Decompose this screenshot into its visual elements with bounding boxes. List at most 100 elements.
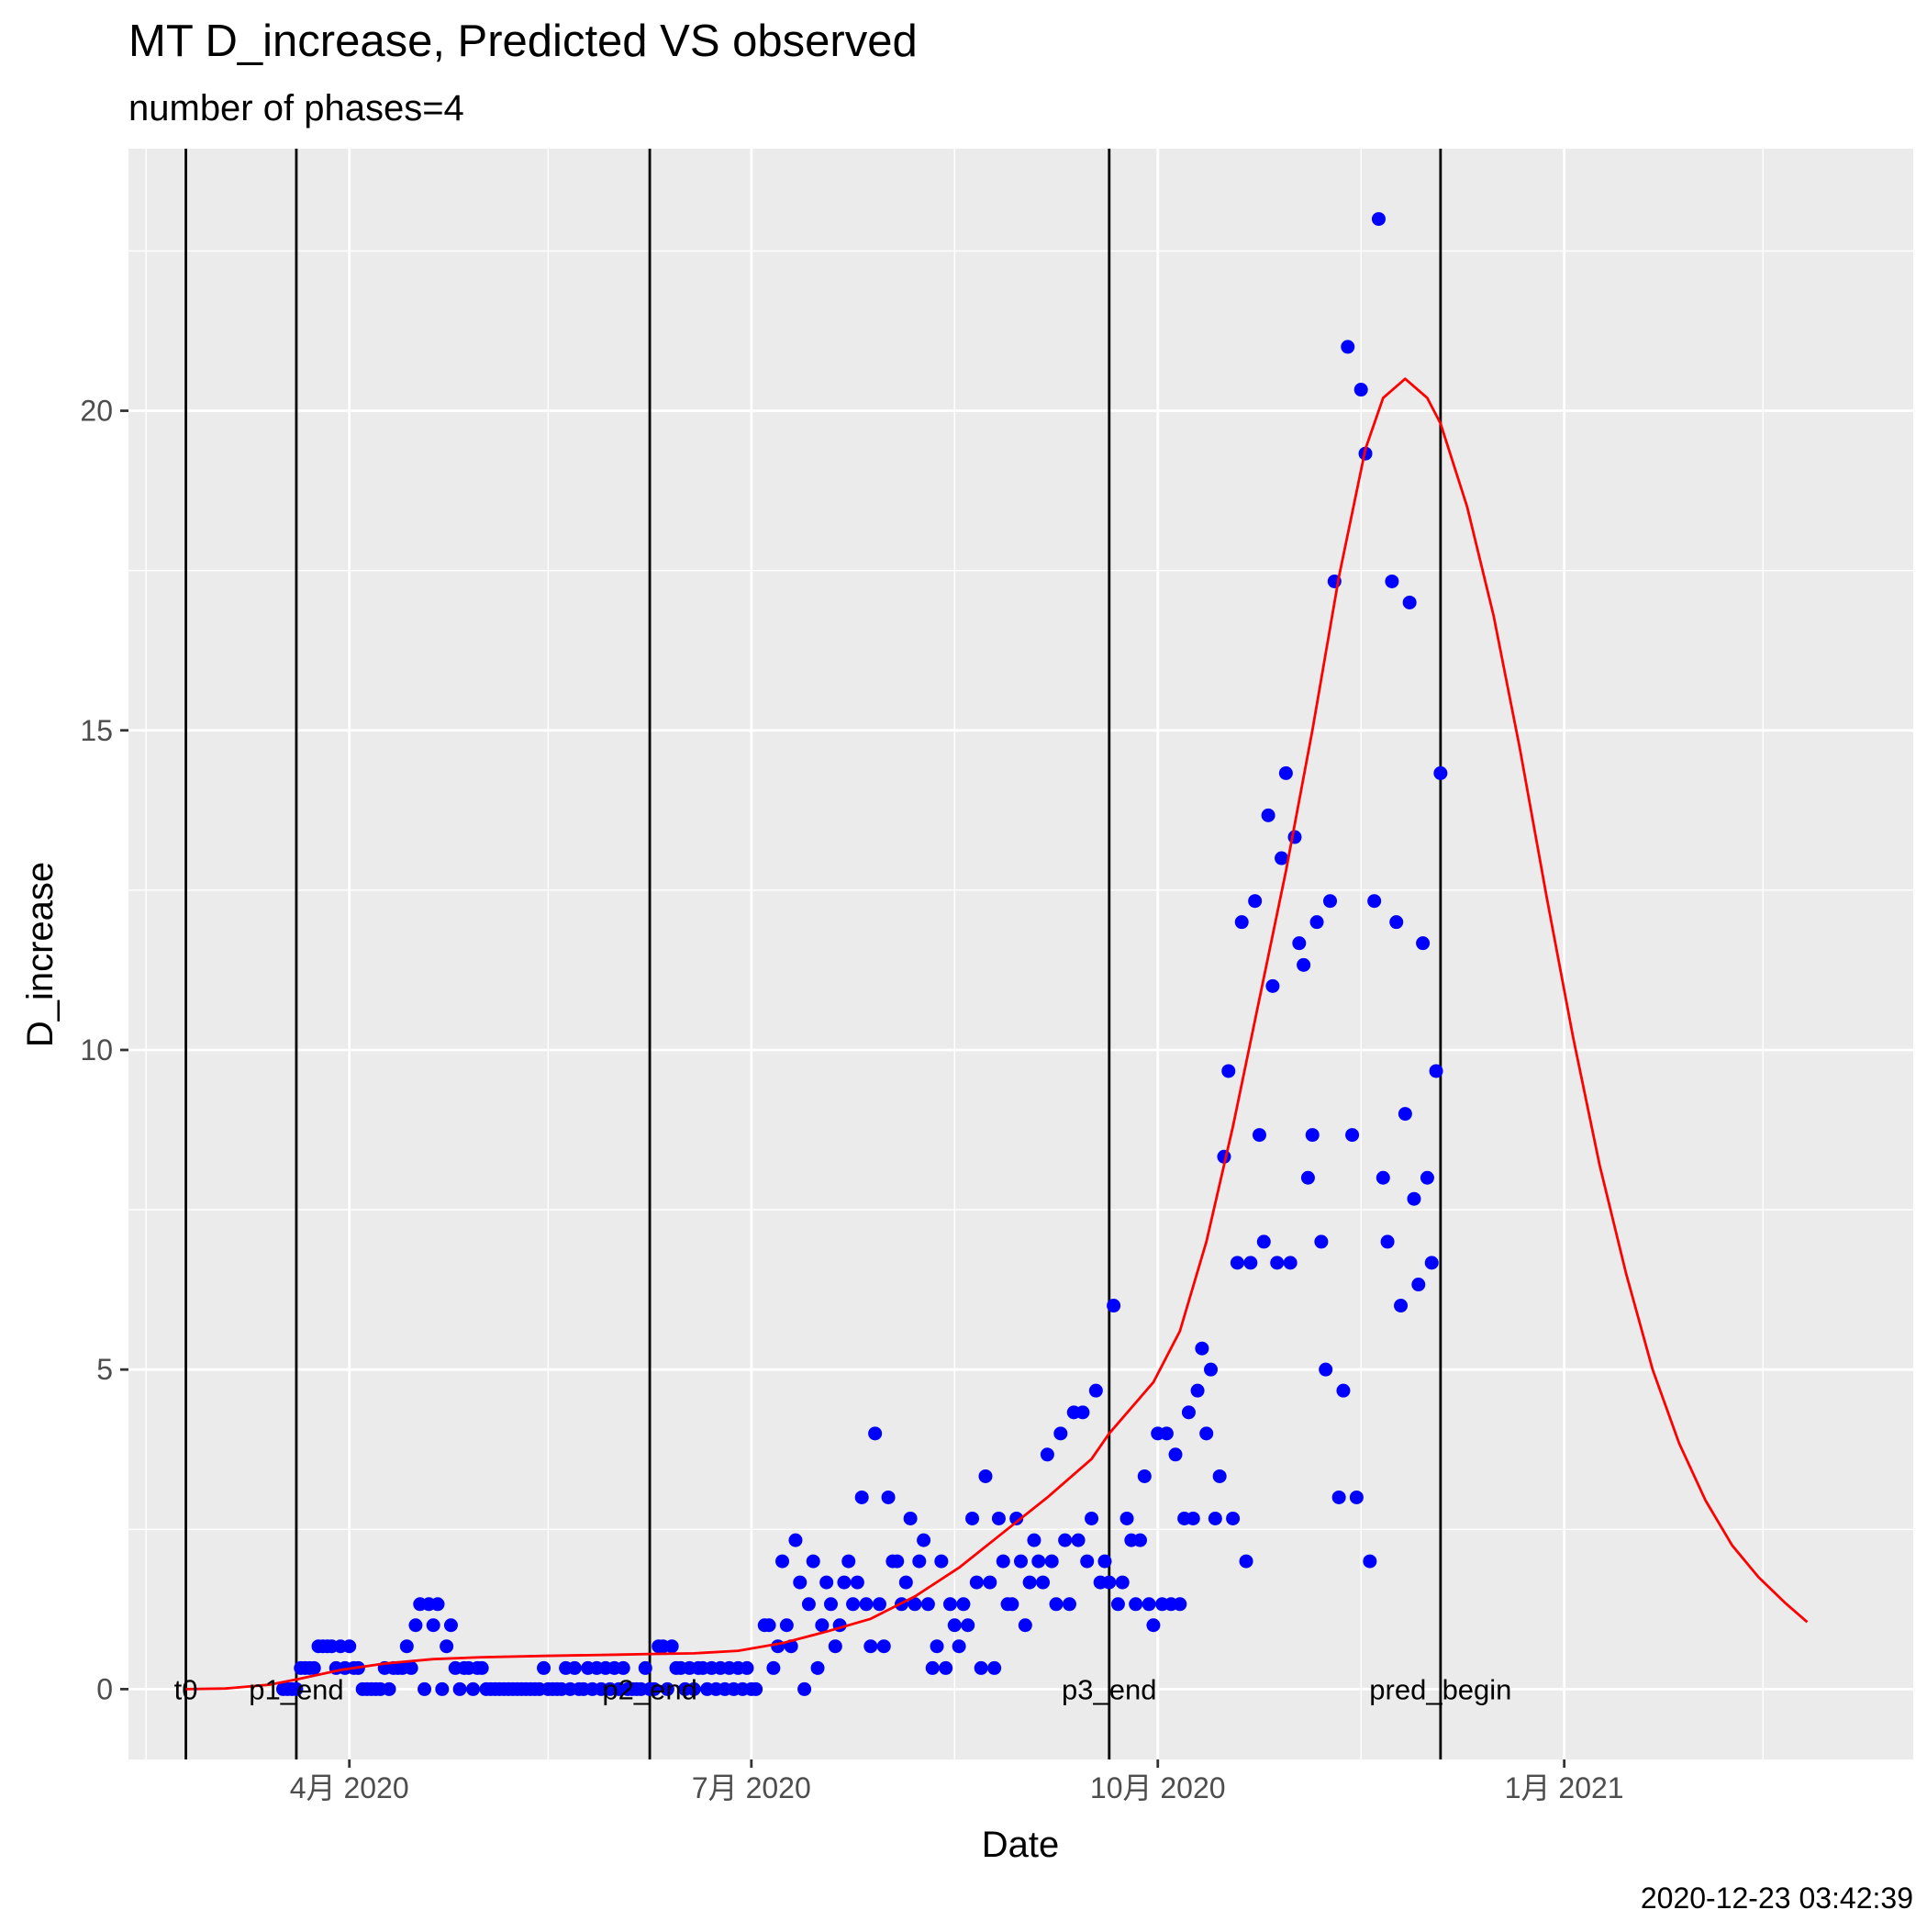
phase-label: p1_end [249, 1673, 343, 1705]
observed-point [1424, 1256, 1439, 1270]
y-tick-label: 15 [80, 714, 113, 747]
y-tick-label: 20 [80, 395, 113, 428]
observed-point [426, 1618, 440, 1633]
x-axis-title: Date [982, 1825, 1060, 1865]
observed-point [881, 1490, 896, 1504]
observed-point [1181, 1405, 1196, 1420]
observed-point [306, 1660, 321, 1675]
observed-point [1319, 1362, 1333, 1377]
observed-point [440, 1639, 454, 1654]
observed-point [1005, 1597, 1019, 1612]
observed-point [1173, 1597, 1187, 1612]
phase-label: p3_end [1062, 1673, 1156, 1705]
observed-point [1261, 808, 1275, 822]
observed-point [952, 1639, 966, 1654]
observed-point [917, 1533, 931, 1547]
observed-point [1212, 1469, 1227, 1483]
observed-point [660, 1681, 674, 1696]
observed-point [1053, 1426, 1068, 1441]
observed-point [567, 1660, 582, 1675]
observed-point [1221, 1064, 1236, 1078]
observed-point [903, 1511, 918, 1525]
observed-point [466, 1681, 481, 1696]
observed-point [898, 1575, 913, 1590]
observed-point [1300, 1170, 1315, 1185]
observed-point [638, 1660, 652, 1675]
observed-point [1305, 1128, 1320, 1143]
observed-point [991, 1511, 1006, 1525]
observed-point [1234, 915, 1249, 930]
observed-point [823, 1597, 838, 1612]
observed-point [1278, 765, 1293, 780]
observed-point [1085, 1511, 1099, 1525]
observed-point [1027, 1533, 1041, 1547]
observed-point [1411, 1278, 1426, 1292]
chart-caption: 2020-12-23 03:42:39 [1641, 1882, 1913, 1915]
observed-point [965, 1511, 980, 1525]
observed-point [872, 1597, 886, 1612]
observed-point [1102, 1575, 1117, 1590]
observed-point [1129, 1597, 1143, 1612]
observed-point [1283, 1256, 1298, 1270]
observed-point [1243, 1256, 1258, 1270]
observed-point [1336, 1383, 1351, 1398]
observed-point [616, 1660, 630, 1675]
observed-point [930, 1639, 944, 1654]
observed-point [859, 1597, 874, 1612]
chart-subtitle: number of phases=4 [128, 88, 464, 128]
observed-point [801, 1597, 816, 1612]
observed-point [740, 1660, 754, 1675]
major-grid [128, 149, 1913, 1759]
observed-point [1115, 1575, 1130, 1590]
observed-point [771, 1639, 785, 1654]
observed-point [987, 1660, 1002, 1675]
observed-point [1119, 1511, 1134, 1525]
observed-point [1014, 1554, 1028, 1569]
observed-point [1075, 1405, 1090, 1420]
observed-point [1345, 1128, 1360, 1143]
observed-point [762, 1618, 776, 1633]
observed-point [806, 1554, 820, 1569]
observed-point [382, 1681, 396, 1696]
observed-point [1314, 1234, 1329, 1249]
observed-point [819, 1575, 834, 1590]
observed-point [876, 1639, 891, 1654]
observed-point [925, 1660, 940, 1675]
x-tick-label: 10月 2020 [1090, 1771, 1226, 1804]
observed-point [1195, 1341, 1209, 1356]
observed-point [1407, 1191, 1421, 1206]
observed-point [399, 1639, 414, 1654]
observed-point [1380, 1234, 1395, 1249]
observed-point [1226, 1511, 1241, 1525]
observed-point [1186, 1511, 1200, 1525]
observed-point [868, 1426, 883, 1441]
observed-point [1331, 1490, 1346, 1504]
observed-point [983, 1575, 997, 1590]
observed-point [474, 1660, 489, 1675]
observed-point [1402, 595, 1417, 609]
observed-point [1239, 1554, 1253, 1569]
observed-point [850, 1575, 864, 1590]
observed-point [1248, 894, 1263, 909]
plot-panel [128, 149, 1913, 1759]
observed-point [647, 1681, 662, 1696]
observed-point [1416, 936, 1431, 951]
observed-point [1230, 1256, 1244, 1270]
observed-point [1044, 1554, 1059, 1569]
y-tick-label: 5 [96, 1353, 113, 1386]
observed-point [956, 1597, 971, 1612]
observed-point [912, 1554, 927, 1569]
observed-point [1433, 765, 1448, 780]
observed-point [1110, 1597, 1125, 1612]
observed-point [1142, 1597, 1156, 1612]
phase-labels: t0 p1_end p2_end p3_end pred_begin [174, 1673, 1512, 1705]
phase-label: t0 [174, 1673, 198, 1705]
observed-point [1062, 1597, 1076, 1612]
predicted-curve [185, 377, 1809, 1691]
observed-point [1275, 851, 1289, 865]
x-tick-label: 7月 2020 [692, 1771, 811, 1804]
observed-point [1420, 1170, 1434, 1185]
axes: 0 5 10 15 20 4月 2020 7月 2020 10月 2020 1月 2021 [80, 395, 1623, 1804]
observed-point [815, 1618, 830, 1633]
